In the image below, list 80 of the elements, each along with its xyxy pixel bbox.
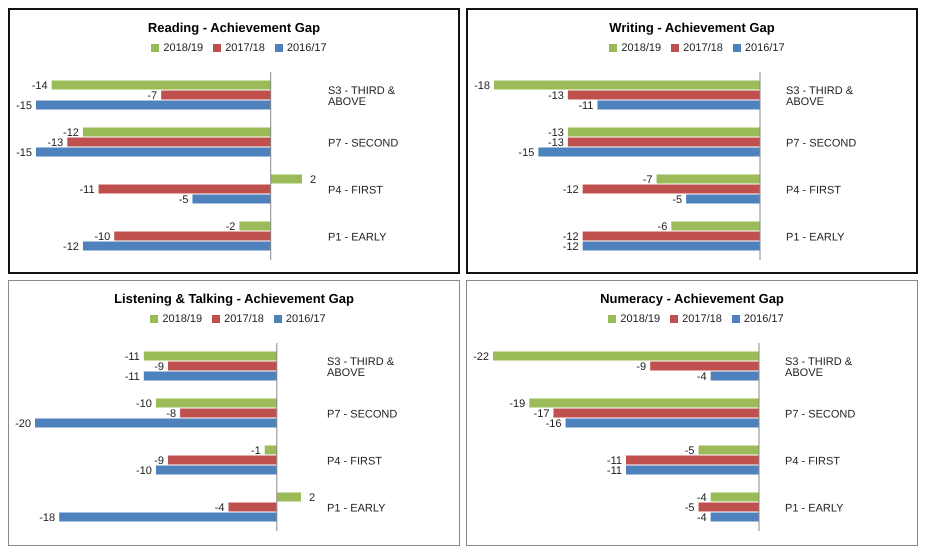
- chart-title: Writing - Achievement Gap: [608, 20, 776, 37]
- data-label: -12: [63, 240, 79, 253]
- y-tick-label: P4 - FIRST: [327, 455, 382, 468]
- data-label: -5: [178, 194, 188, 206]
- y-tick-label: P4 - FIRST: [786, 184, 842, 196]
- data-label: -9: [636, 360, 646, 373]
- legend-label: 2016/17: [744, 42, 785, 54]
- legend-label: 2016/17: [286, 313, 326, 325]
- y-tick-label: P1 - EARLY: [328, 231, 388, 244]
- data-label: -15: [16, 146, 32, 159]
- data-label: -12: [562, 240, 579, 253]
- y-tick-label: P4 - FIRST: [785, 455, 840, 468]
- data-label: -13: [548, 126, 564, 139]
- data-label: -16: [546, 418, 562, 430]
- legend-label: 2018/19: [620, 313, 660, 325]
- data-label: -7: [642, 174, 653, 186]
- data-label: -7: [147, 90, 158, 102]
- data-label: -19: [509, 398, 526, 410]
- data-label: -11: [79, 184, 95, 196]
- data-label: 2: [309, 492, 316, 504]
- legend-label: 2017/18: [224, 313, 264, 325]
- y-tick-label: P1 - EARLY: [786, 231, 846, 244]
- data-label: -12: [562, 184, 579, 196]
- data-label: -18: [474, 80, 490, 92]
- data-label: -15: [518, 146, 534, 159]
- data-label: -20: [15, 418, 31, 430]
- legend-label: 2016/17: [744, 313, 784, 325]
- chart-title: Reading - Achievement Gap: [146, 20, 322, 37]
- chart-title: Listening & Talking - Achievement Gap: [113, 291, 355, 308]
- legend-label: 2018/19: [621, 42, 662, 54]
- data-label: -4: [696, 370, 707, 383]
- data-label: -11: [606, 454, 622, 467]
- y-tick-label: P7 - SECOND: [327, 408, 398, 420]
- y-tick-label: P4 - FIRST: [328, 184, 384, 196]
- data-label: -10: [136, 464, 152, 477]
- data-label: -22: [473, 350, 489, 363]
- legend-label: 2017/18: [683, 42, 723, 54]
- legend-label: 2017/18: [225, 42, 265, 54]
- data-label: -9: [154, 454, 164, 467]
- data-label: -4: [696, 492, 707, 504]
- data-label: -11: [124, 350, 140, 363]
- data-label: -6: [658, 220, 668, 233]
- y-tick-label: P7 - SECOND: [786, 137, 856, 150]
- data-label: -9: [154, 360, 164, 373]
- data-label: -4: [214, 502, 224, 514]
- y-tick-label: S3 - THIRD & ABOVE: [785, 356, 853, 379]
- data-label: -17: [534, 408, 550, 420]
- data-label: -18: [39, 512, 56, 524]
- y-tick-label: P7 - SECOND: [328, 137, 398, 150]
- legend-label: 2018/19: [163, 42, 204, 54]
- data-label: -12: [63, 126, 79, 139]
- data-label: -2: [226, 220, 236, 233]
- data-label: -1: [250, 444, 261, 457]
- data-label: -4: [696, 512, 707, 524]
- data-label: -5: [672, 194, 682, 206]
- data-label: -14: [32, 80, 48, 92]
- data-label: -15: [16, 100, 32, 112]
- data-label: -8: [166, 408, 176, 420]
- legend-label: 2018/19: [162, 313, 202, 325]
- data-label: -10: [94, 230, 110, 243]
- data-label: -13: [47, 136, 64, 149]
- chart-title: Numeracy - Achievement Gap: [599, 291, 785, 308]
- y-tick-label: S3 - THIRD & ABOVE: [328, 84, 396, 108]
- y-tick-label: P1 - EARLY: [785, 502, 844, 514]
- y-tick-label: P7 - SECOND: [785, 408, 856, 420]
- data-label: -5: [684, 502, 695, 514]
- data-label: -13: [548, 136, 564, 149]
- y-tick-label: P1 - EARLY: [327, 502, 386, 514]
- y-tick-label: S3 - THIRD & ABOVE: [786, 84, 854, 108]
- data-label: 2: [310, 174, 316, 186]
- legend-label: 2016/17: [286, 42, 327, 54]
- data-label: -11: [606, 464, 622, 477]
- y-tick-label: S3 - THIRD & ABOVE: [327, 356, 395, 379]
- data-label: -12: [562, 230, 579, 243]
- legend-label: 2017/18: [682, 313, 722, 325]
- data-label: -5: [684, 444, 695, 457]
- data-label: -10: [136, 398, 152, 410]
- data-label: -11: [124, 370, 140, 383]
- data-label: -11: [578, 100, 594, 112]
- data-label: -13: [548, 90, 564, 102]
